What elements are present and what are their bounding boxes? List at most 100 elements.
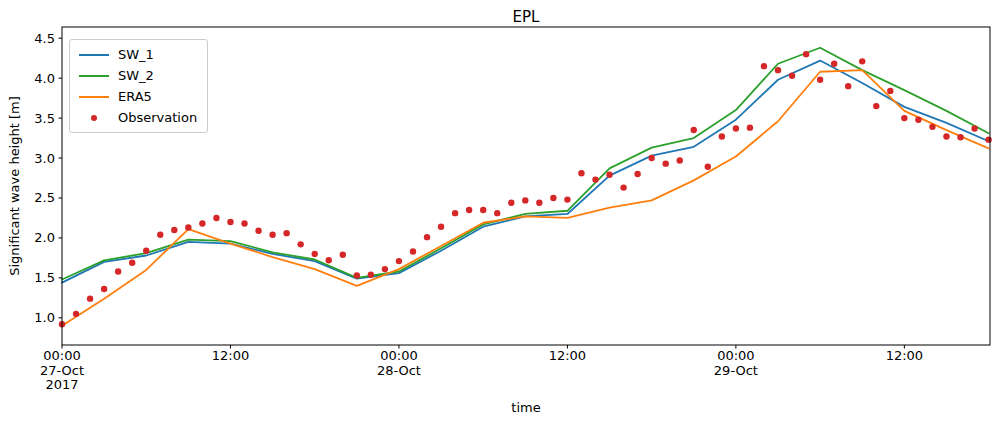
observation-point (101, 286, 107, 292)
legend-item-Observation: Observation (79, 109, 197, 126)
observation-point (789, 73, 795, 79)
legend-label: SW_2 (118, 68, 154, 83)
observation-point (606, 172, 612, 178)
observation-point (873, 103, 879, 109)
observation-point (845, 83, 851, 89)
legend-label: Observation (118, 110, 197, 125)
observation-point (382, 266, 388, 272)
legend-item-ERA5: ERA5 (79, 88, 197, 105)
observation-point (775, 67, 781, 73)
observation-point (943, 133, 949, 139)
x-tick-label: 00:0027-Oct2017 (40, 348, 84, 392)
observation-point (957, 134, 963, 140)
x-tick-label: 12:00 (212, 348, 249, 363)
observation-point (550, 195, 556, 201)
observation-point (887, 88, 893, 94)
observation-point (340, 252, 346, 258)
observation-point (283, 230, 289, 236)
observation-point (817, 77, 823, 83)
observation-point (171, 227, 177, 233)
observation-point (199, 220, 205, 226)
y-tick-label: 4.5 (34, 31, 55, 46)
legend: SW_1 SW_2 ERA5 Observation (69, 39, 208, 133)
observation-point (592, 176, 598, 182)
observation-point (677, 157, 683, 163)
observation-point (424, 234, 430, 240)
x-tick-label: 12:00 (549, 348, 586, 363)
observation-point (620, 184, 626, 190)
observation-point (915, 116, 921, 122)
legend-item-SW_2: SW_2 (79, 67, 197, 84)
legend-line (79, 54, 109, 56)
legend-line-swatch (79, 54, 109, 56)
observation-point (494, 210, 500, 216)
observation-point (129, 260, 135, 266)
observation-point (929, 124, 935, 130)
y-tick-label: 1.0 (34, 310, 55, 325)
observation-point (859, 58, 865, 64)
observation-point (634, 171, 640, 177)
y-tick-label: 1.5 (34, 270, 55, 285)
observation-point (971, 125, 977, 131)
y-tick-label: 3.0 (34, 151, 55, 166)
observation-point (536, 200, 542, 206)
observation-point (410, 248, 416, 254)
observation-point (901, 115, 907, 121)
observation-point (831, 61, 837, 67)
observation-point (508, 200, 514, 206)
observation-point (312, 251, 318, 257)
observation-point (438, 224, 444, 230)
observation-point (466, 207, 472, 213)
observation-point (241, 220, 247, 226)
x-tick-label: 00:0029-Oct (714, 348, 758, 378)
y-axis-label: Significant wave height [m] (7, 96, 22, 276)
observation-point (564, 196, 570, 202)
observation-point (354, 272, 360, 278)
legend-label: ERA5 (118, 89, 152, 104)
legend-line-swatch (79, 75, 109, 77)
observation-point (115, 268, 121, 274)
y-tick-label: 2.5 (34, 190, 55, 205)
legend-item-SW_1: SW_1 (79, 46, 197, 63)
y-tick-label: 4.0 (34, 71, 55, 86)
observation-point (213, 215, 219, 221)
chart-title: EPL (513, 8, 540, 26)
observation-point (73, 311, 79, 317)
legend-line (79, 96, 109, 98)
observation-point (522, 197, 528, 203)
observation-point (733, 125, 739, 131)
x-tick-label: 12:00 (886, 348, 923, 363)
observation-point (803, 51, 809, 57)
observation-point (269, 232, 275, 238)
observation-point (396, 258, 402, 264)
observation-point (326, 257, 332, 263)
observation-point (87, 295, 93, 301)
observation-point (480, 207, 486, 213)
figure: 1.0 1.5 2.0 2.5 3.0 3.5 4.0 4.5 00:0027-Oct2017 1… (0, 0, 1001, 426)
observation-point (747, 124, 753, 130)
observation-point (185, 224, 191, 230)
observation-point (578, 170, 584, 176)
y-tick-label: 3.5 (34, 111, 55, 126)
observation-point (719, 133, 725, 139)
observation-point (761, 63, 767, 69)
observation-point (691, 127, 697, 133)
observation-point (297, 241, 303, 247)
observation-point (662, 160, 668, 166)
y-tick-label: 2.0 (34, 230, 55, 245)
legend-label: SW_1 (118, 47, 154, 62)
observation-point (227, 219, 233, 225)
observation-point (648, 155, 654, 161)
x-tick-label: 00:0028-Oct (377, 348, 421, 378)
legend-line (79, 75, 109, 77)
legend-line-swatch (79, 96, 109, 98)
observation-point (452, 210, 458, 216)
observation-point (255, 228, 261, 234)
observation-point (705, 164, 711, 170)
x-axis-label: time (511, 400, 540, 415)
observation-point (157, 232, 163, 238)
observation-point (985, 136, 991, 142)
observation-point (143, 248, 149, 254)
legend-dot (91, 115, 97, 121)
observation-point (368, 271, 374, 277)
